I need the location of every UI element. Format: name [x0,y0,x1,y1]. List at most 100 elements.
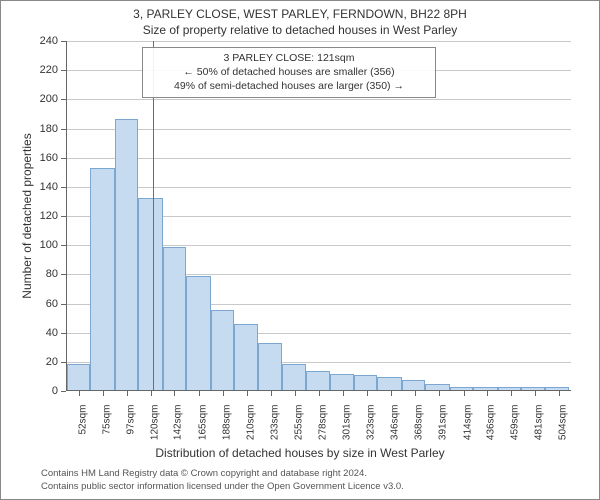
ytick-mark [61,41,66,42]
xtick-mark [103,391,104,396]
xtick-label: 97sqm [125,405,136,435]
histogram-bar [377,377,401,390]
histogram-bar [115,119,138,390]
title-block: 3, PARLEY CLOSE, WEST PARLEY, FERNDOWN, … [1,7,599,37]
ytick-label: 60 [1,298,58,310]
xtick-label: 459sqm [510,405,521,441]
xtick-mark [511,391,512,396]
histogram-bar [473,387,497,390]
xtick-label: 255sqm [293,405,304,441]
histogram-bar [521,387,545,390]
ytick-label: 0 [1,385,58,397]
xtick-label: 481sqm [533,405,544,441]
ytick-mark [61,187,66,188]
xtick-mark [319,391,320,396]
xtick-label: 278sqm [318,405,329,441]
chart-frame: 3, PARLEY CLOSE, WEST PARLEY, FERNDOWN, … [0,0,600,500]
gridline [67,41,571,42]
histogram-bar [258,343,281,390]
histogram-bar [330,374,354,390]
ytick-mark [61,216,66,217]
histogram-bar [138,198,162,391]
xtick-mark [343,391,344,396]
ytick-label: 220 [1,64,58,76]
xtick-mark [127,391,128,396]
xtick-mark [415,391,416,396]
histogram-bar [498,387,521,390]
gridline [67,158,571,159]
histogram-bar [402,380,425,390]
chart-subtitle: Size of property relative to detached ho… [1,23,599,37]
xtick-mark [367,391,368,396]
ytick-mark [61,333,66,334]
annotation-line: ← 50% of detached houses are smaller (35… [149,65,429,79]
attribution-line2: Contains public sector information licen… [41,481,404,493]
y-axis-title: Number of detached properties [20,133,34,298]
xtick-label: 233sqm [270,405,281,441]
ytick-label: 40 [1,327,58,339]
attribution: Contains HM Land Registry data © Crown c… [41,468,404,493]
xtick-label: 301sqm [342,405,353,441]
ytick-mark [61,245,66,246]
xtick-mark [487,391,488,396]
histogram-bar [163,247,186,390]
xtick-mark [535,391,536,396]
ytick-label: 20 [1,356,58,368]
xtick-label: 210sqm [245,405,256,441]
annotation-box: 3 PARLEY CLOSE: 121sqm← 50% of detached … [142,47,436,98]
histogram-bar [186,276,210,390]
xtick-mark [391,391,392,396]
gridline [67,129,571,130]
xtick-label: 504sqm [558,405,569,441]
gridline [67,99,571,100]
xtick-label: 414sqm [462,405,473,441]
xtick-mark [464,391,465,396]
ytick-mark [61,99,66,100]
xtick-mark [295,391,296,396]
gridline [67,187,571,188]
histogram-bar [67,364,90,390]
histogram-bar [425,384,449,390]
chart-title-address: 3, PARLEY CLOSE, WEST PARLEY, FERNDOWN, … [1,7,599,21]
attribution-line1: Contains HM Land Registry data © Crown c… [41,468,404,480]
ytick-mark [61,304,66,305]
xtick-label: 323sqm [365,405,376,441]
xtick-label: 165sqm [197,405,208,441]
ytick-mark [61,274,66,275]
xtick-mark [559,391,560,396]
xtick-label: 75sqm [102,405,113,435]
xtick-mark [271,391,272,396]
x-axis-title: Distribution of detached houses by size … [1,446,599,460]
xtick-label: 391sqm [438,405,449,441]
xtick-label: 120sqm [150,405,161,441]
ytick-mark [61,70,66,71]
xtick-mark [247,391,248,396]
histogram-bar [306,371,329,390]
xtick-mark [439,391,440,396]
histogram-bar [450,387,473,390]
xtick-label: 142sqm [173,405,184,441]
annotation-line: 3 PARLEY CLOSE: 121sqm [149,51,429,65]
histogram-bar [282,364,306,390]
xtick-mark [174,391,175,396]
histogram-bar [354,375,377,390]
histogram-bar [211,310,234,390]
xtick-label: 188sqm [222,405,233,441]
annotation-line: 49% of semi-detached houses are larger (… [149,79,429,93]
plot-area: 3 PARLEY CLOSE: 121sqm← 50% of detached … [66,41,571,391]
xtick-label: 52sqm [77,405,88,435]
ytick-mark [61,158,66,159]
histogram-bar [90,168,114,390]
histogram-bar [234,324,258,390]
xtick-label: 436sqm [486,405,497,441]
ytick-label: 200 [1,93,58,105]
ytick-mark [61,362,66,363]
xtick-mark [199,391,200,396]
histogram-bar [545,387,568,390]
xtick-label: 346sqm [390,405,401,441]
xtick-label: 368sqm [413,405,424,441]
xtick-mark [151,391,152,396]
ytick-mark [61,129,66,130]
xtick-mark [223,391,224,396]
ytick-label: 240 [1,35,58,47]
